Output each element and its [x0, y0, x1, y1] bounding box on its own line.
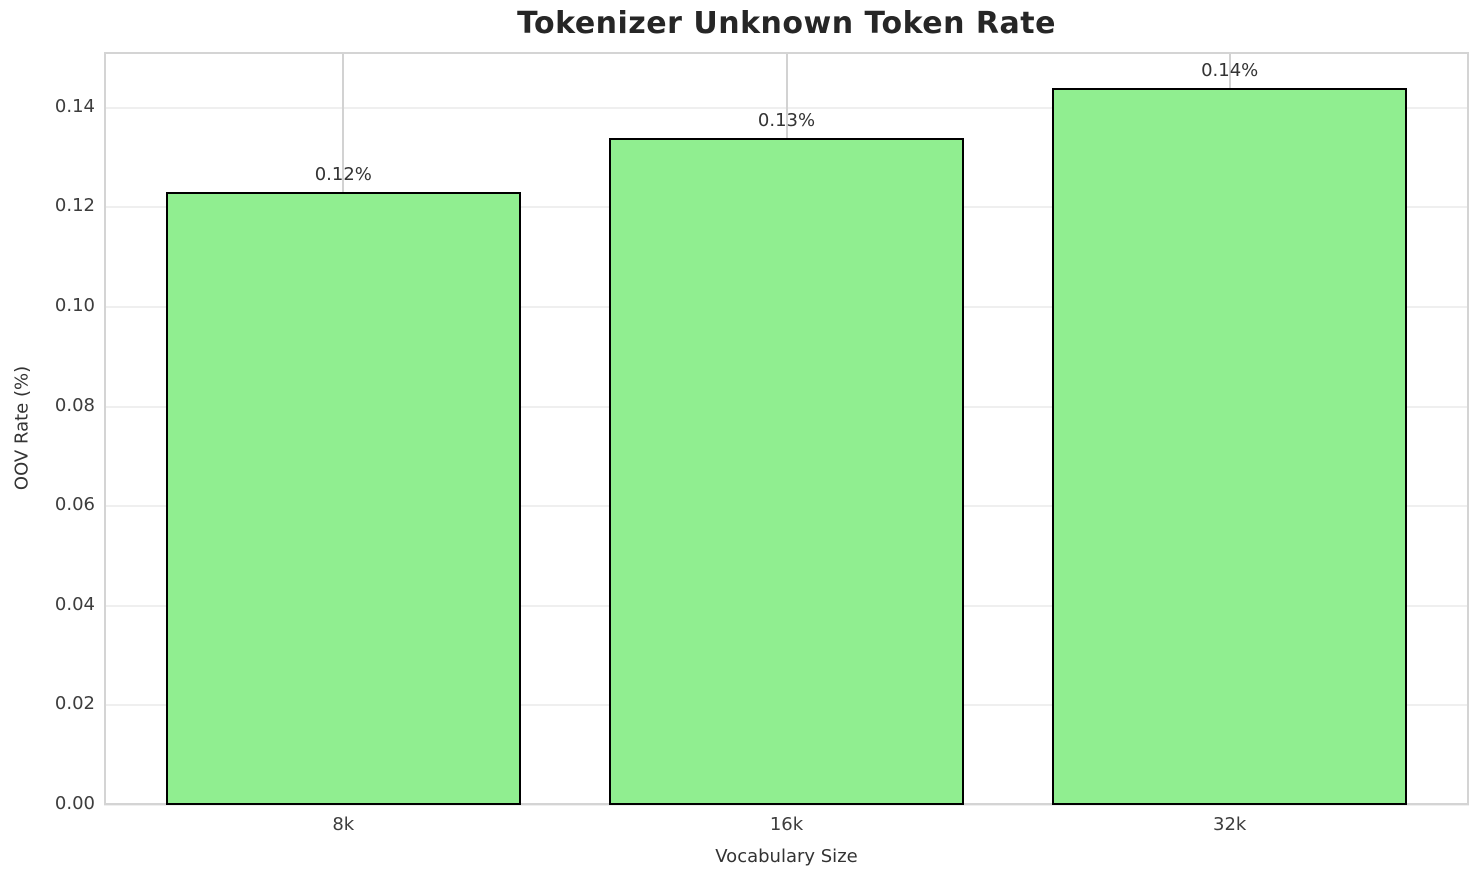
y-axis-label: OOV Rate (%): [11, 365, 33, 491]
bar: [609, 137, 964, 805]
bar: [166, 192, 521, 805]
bar-value-label: 0.13%: [757, 109, 816, 131]
plot-area: 0.12% 0.13% 0.14%: [104, 52, 1469, 806]
h-gridline: [104, 804, 1469, 806]
y-tick-label: 0.00: [54, 793, 95, 814]
y-tick-label: 0.10: [54, 294, 95, 316]
bar-value-label: 0.14%: [1201, 59, 1259, 81]
x-tick-label: 32k: [1213, 814, 1247, 835]
y-tick-label: 0.08: [54, 394, 95, 416]
bar: [1052, 87, 1407, 805]
x-tick-label: 16k: [769, 814, 804, 835]
y-tick-label: 0.14: [54, 95, 95, 117]
y-tick-label: 0.12: [54, 195, 95, 217]
bar-value-label: 0.12%: [314, 164, 372, 186]
x-axis-label: Vocabulary Size: [715, 846, 858, 867]
chart-title: Tokenizer Unknown Token Rate: [517, 6, 1056, 41]
y-tick-label: 0.04: [54, 593, 95, 615]
y-tick-label: 0.06: [54, 494, 95, 516]
y-tick-label: 0.02: [54, 693, 95, 715]
x-tick-label: 8k: [332, 814, 355, 835]
